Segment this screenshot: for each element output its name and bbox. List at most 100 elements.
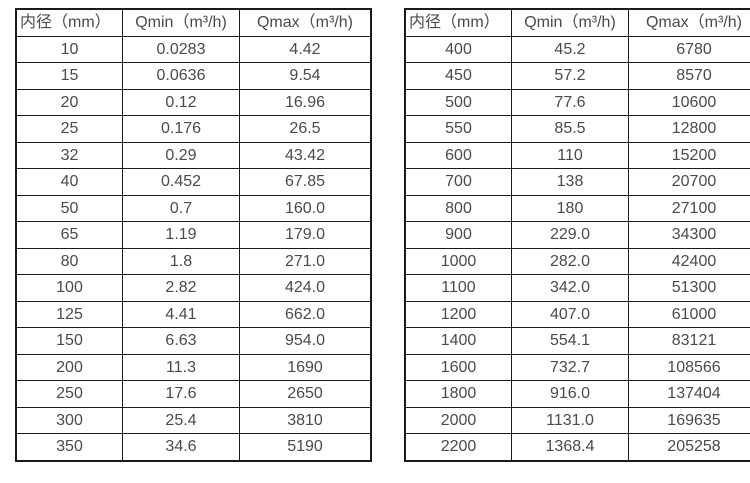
table-cell: 0.0636: [122, 62, 240, 90]
table-row: 300 25.4 3810: [15, 406, 372, 434]
table-row: 2200 1368.4 205258: [404, 433, 750, 461]
table-cell: 2.82: [122, 274, 240, 302]
column-header: Qmax（m³/h): [239, 8, 372, 37]
table-row: 500 77.6 10600: [404, 88, 750, 116]
table-cell: 342.0: [511, 274, 629, 302]
table-cell: 0.452: [122, 168, 240, 196]
table-row: 1600 732.7 108566: [404, 353, 750, 381]
table-row: 40 0.452 67.85: [15, 168, 372, 196]
table-cell: 12800: [628, 115, 750, 143]
table-cell: 1131.0: [511, 406, 629, 434]
table-cell: 20: [15, 88, 123, 116]
table-cell: 1.19: [122, 221, 240, 249]
table-cell: 0.176: [122, 115, 240, 143]
table-cell: 11.3: [122, 353, 240, 381]
table-cell: 150: [15, 327, 123, 355]
table-cell: 6780: [628, 35, 750, 63]
table-cell: 554.1: [511, 327, 629, 355]
table-cell: 61000: [628, 300, 750, 328]
header-row: 内径（mm） Qmin（m³/h) Qmax（m³/h): [15, 8, 372, 37]
table-cell: 3810: [239, 406, 372, 434]
column-header: 内径（mm）: [15, 8, 123, 37]
table-row: 25 0.176 26.5: [15, 115, 372, 143]
table-row: 550 85.5 12800: [404, 115, 750, 143]
table-cell: 32: [15, 141, 123, 169]
table-row: 15 0.0636 9.54: [15, 62, 372, 90]
table-row: 1200 407.0 61000: [404, 300, 750, 328]
table-cell: 700: [404, 168, 512, 196]
table-cell: 1100: [404, 274, 512, 302]
table-cell: 100: [15, 274, 123, 302]
table-cell: 16.96: [239, 88, 372, 116]
table-cell: 200: [15, 353, 123, 381]
table-cell: 282.0: [511, 247, 629, 275]
table-row: 1100 342.0 51300: [404, 274, 750, 302]
table-cell: 26.5: [239, 115, 372, 143]
table-cell: 138: [511, 168, 629, 196]
table-cell: 450: [404, 62, 512, 90]
table-cell: 1368.4: [511, 433, 629, 461]
table-row: 1000 282.0 42400: [404, 247, 750, 275]
table-cell: 51300: [628, 274, 750, 302]
table-cell: 17.6: [122, 380, 240, 408]
table-cell: 25.4: [122, 406, 240, 434]
table-cell: 180: [511, 194, 629, 222]
table-cell: 1800: [404, 380, 512, 408]
table-cell: 57.2: [511, 62, 629, 90]
table-cell: 0.12: [122, 88, 240, 116]
table-cell: 2200: [404, 433, 512, 461]
table-row: 20 0.12 16.96: [15, 88, 372, 116]
table-cell: 50: [15, 194, 123, 222]
table-row: 32 0.29 43.42: [15, 141, 372, 169]
table-cell: 400: [404, 35, 512, 63]
table-cell: 600: [404, 141, 512, 169]
table-cell: 205258: [628, 433, 750, 461]
table-cell: 5190: [239, 433, 372, 461]
table-row: 2000 1131.0 169635: [404, 406, 750, 434]
table-cell: 85.5: [511, 115, 629, 143]
table-cell: 0.0283: [122, 35, 240, 63]
table-row: 1800 916.0 137404: [404, 380, 750, 408]
table-cell: 67.85: [239, 168, 372, 196]
table-cell: 34.6: [122, 433, 240, 461]
table-cell: 300: [15, 406, 123, 434]
table-cell: 732.7: [511, 353, 629, 381]
table-cell: 500: [404, 88, 512, 116]
table-cell: 40: [15, 168, 123, 196]
table-cell: 954.0: [239, 327, 372, 355]
table-row: 125 4.41 662.0: [15, 300, 372, 328]
table-row: 10 0.0283 4.42: [15, 35, 372, 63]
table-cell: 137404: [628, 380, 750, 408]
table-cell: 0.7: [122, 194, 240, 222]
tables-row: 内径（mm） Qmin（m³/h) Qmax（m³/h) 10 0.0283 4.42 15…: [15, 8, 750, 462]
column-header: Qmax（m³/h): [628, 8, 750, 37]
table-cell: 9.54: [239, 62, 372, 90]
table-row: 80 1.8 271.0: [15, 247, 372, 275]
header-row: 内径（mm） Qmin（m³/h) Qmax（m³/h): [404, 8, 750, 37]
table-row: 450 57.2 8570: [404, 62, 750, 90]
table-cell: 125: [15, 300, 123, 328]
table-row: 65 1.19 179.0: [15, 221, 372, 249]
table-cell: 45.2: [511, 35, 629, 63]
table-cell: 65: [15, 221, 123, 249]
table-cell: 2650: [239, 380, 372, 408]
table-cell: 1400: [404, 327, 512, 355]
table-cell: 6.63: [122, 327, 240, 355]
table-cell: 20700: [628, 168, 750, 196]
table-cell: 1690: [239, 353, 372, 381]
flow-rate-table-large-diameters: 内径（mm） Qmin（m³/h) Qmax（m³/h) 400 45.2 6780 450…: [404, 8, 750, 462]
table-cell: 15200: [628, 141, 750, 169]
table-cell: 350: [15, 433, 123, 461]
table-cell: 15: [15, 62, 123, 90]
table-cell: 662.0: [239, 300, 372, 328]
table-cell: 169635: [628, 406, 750, 434]
table-cell: 271.0: [239, 247, 372, 275]
table-cell: 34300: [628, 221, 750, 249]
table-cell: 250: [15, 380, 123, 408]
table-cell: 550: [404, 115, 512, 143]
table-cell: 42400: [628, 247, 750, 275]
table-row: 350 34.6 5190: [15, 433, 372, 461]
table-row: 600 110 15200: [404, 141, 750, 169]
table-row: 150 6.63 954.0: [15, 327, 372, 355]
